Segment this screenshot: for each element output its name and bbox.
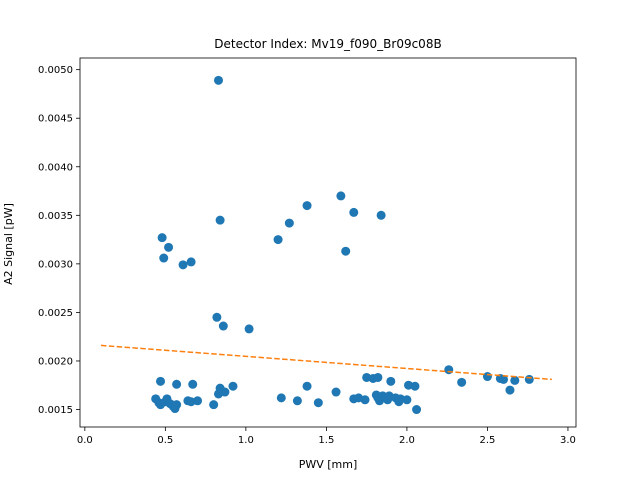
data-point	[186, 257, 196, 267]
data-point	[410, 381, 420, 391]
data-point	[193, 396, 203, 406]
data-point	[336, 191, 346, 201]
x-tick-label: 2.5	[479, 435, 495, 446]
data-point	[157, 233, 167, 243]
x-tick-label: 2.0	[399, 435, 415, 446]
data-point	[178, 260, 188, 270]
data-point	[164, 242, 174, 252]
data-point	[172, 400, 182, 410]
data-point	[482, 372, 492, 382]
x-tick-label: 0.5	[157, 435, 173, 446]
y-tick-label: 0.0030	[38, 259, 73, 270]
data-point	[412, 405, 422, 415]
data-point	[505, 385, 515, 395]
data-point	[402, 395, 412, 405]
chart-title: Detector Index: Mv19_f090_Br09c08B	[214, 37, 441, 51]
data-point	[499, 374, 509, 384]
data-point	[386, 376, 396, 386]
data-point	[341, 246, 351, 256]
y-tick-label: 0.0040	[38, 162, 73, 173]
data-point	[188, 379, 198, 389]
data-point	[331, 387, 341, 397]
x-tick-label: 1.5	[318, 435, 334, 446]
data-point	[276, 393, 286, 403]
data-point	[360, 395, 370, 405]
x-axis-ticks: 0.0 0.5 1.0 1.5 2.0 2.5 3.0	[77, 427, 576, 446]
x-tick-label: 1.0	[238, 435, 254, 446]
data-point	[159, 253, 169, 263]
data-point	[209, 400, 219, 410]
x-axis-label: PWV [mm]	[299, 458, 358, 471]
data-point	[510, 375, 520, 385]
data-point	[218, 321, 228, 331]
axes-frame	[79, 57, 577, 428]
data-point	[228, 381, 238, 391]
data-point	[213, 75, 223, 85]
fit-line	[100, 344, 552, 381]
data-point	[376, 210, 386, 220]
data-point	[156, 376, 166, 386]
y-tick-label: 0.0015	[38, 405, 73, 416]
data-point	[292, 396, 302, 406]
data-point	[302, 381, 312, 391]
data-point	[215, 215, 225, 225]
data-point	[284, 218, 294, 228]
plot-area	[100, 75, 552, 415]
data-point	[220, 387, 230, 397]
data-point	[524, 374, 534, 384]
series-points	[151, 75, 534, 415]
y-tick-label: 0.0045	[38, 114, 73, 125]
y-tick-label: 0.0025	[38, 308, 73, 319]
x-tick-label: 0.0	[77, 435, 93, 446]
y-tick-label: 0.0020	[38, 356, 73, 367]
y-axis-ticks: 0.0015 0.0020 0.0025 0.0030 0.0035 0.0040 0.00…	[38, 65, 80, 416]
data-point	[273, 235, 283, 245]
data-point	[373, 372, 383, 382]
data-point	[349, 207, 359, 217]
data-point	[313, 398, 323, 408]
data-point	[244, 324, 254, 334]
y-axis-label: A2 Signal [pW]	[2, 203, 15, 285]
data-point	[212, 312, 222, 322]
data-point	[444, 365, 454, 375]
data-point	[302, 201, 312, 211]
x-tick-label: 3.0	[560, 435, 576, 446]
data-point	[457, 377, 467, 387]
data-point	[172, 379, 182, 389]
y-tick-label: 0.0050	[38, 65, 73, 76]
y-tick-label: 0.0035	[38, 211, 73, 222]
